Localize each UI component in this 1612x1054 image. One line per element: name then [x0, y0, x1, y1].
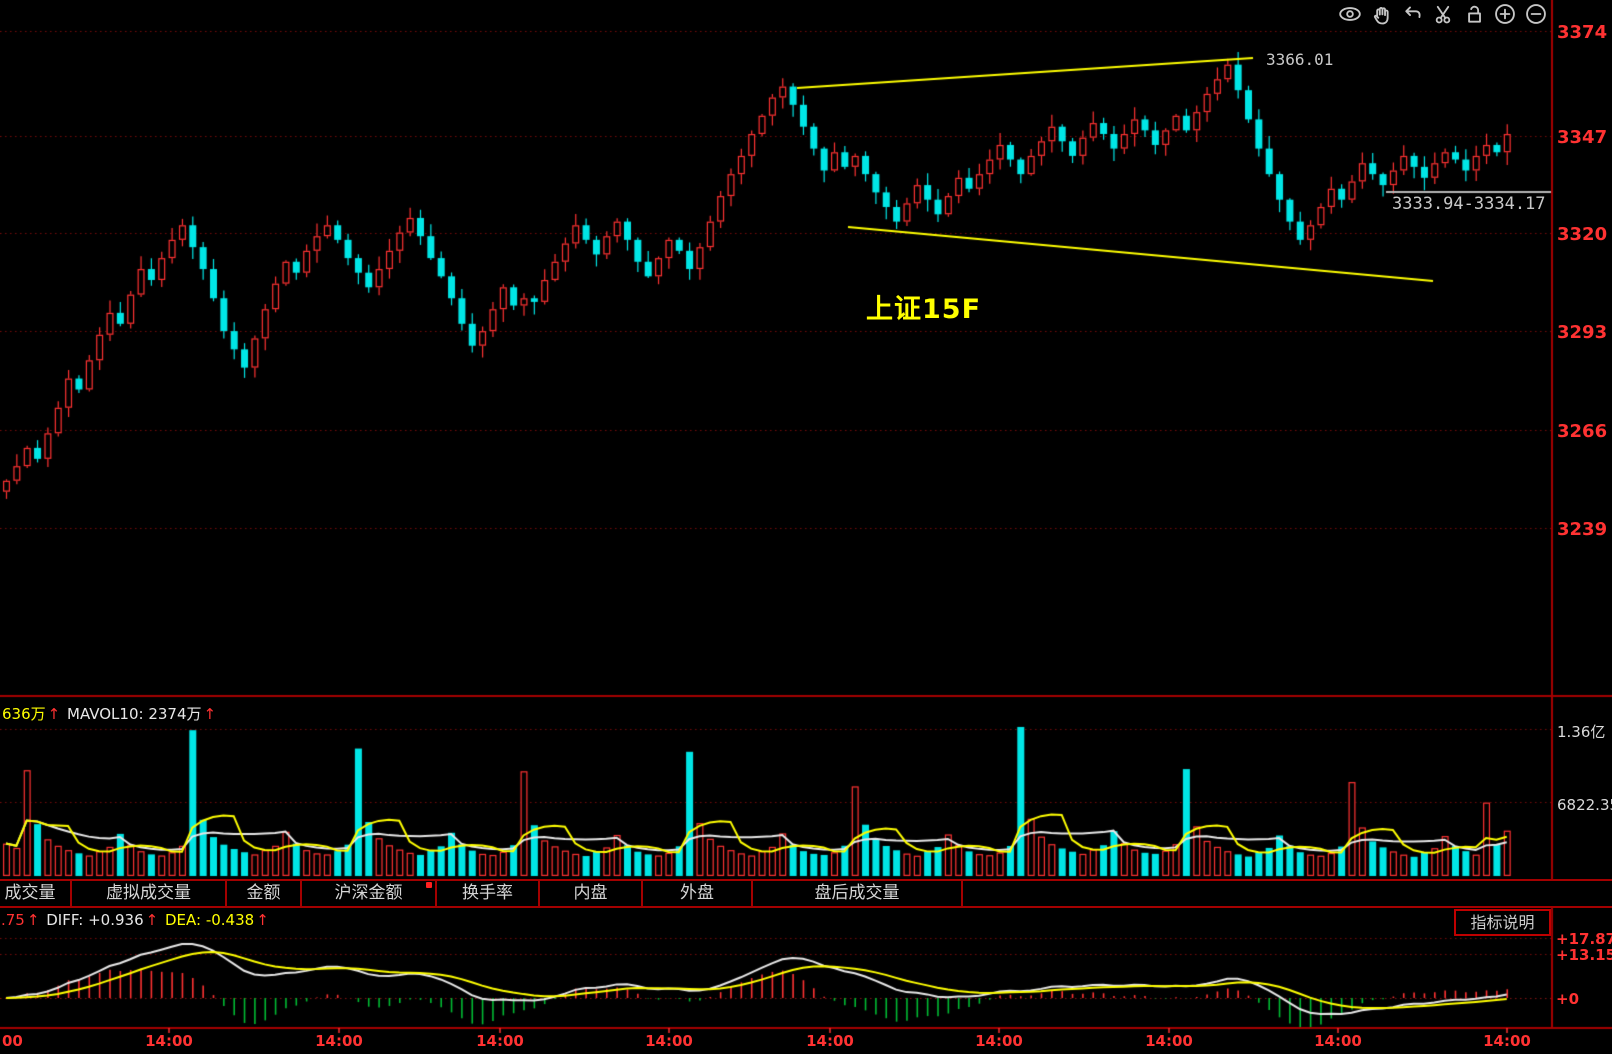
tab-volume[interactable]: 成交量 — [0, 881, 72, 906]
symbol-annotation: 上证15F — [866, 294, 982, 325]
volume-axis-label: 6822.35万 — [1557, 796, 1612, 814]
mavol5-value: 636万 — [2, 705, 46, 723]
cut-icon[interactable] — [1431, 2, 1455, 26]
up-arrow-icon: ↑ — [203, 705, 217, 723]
macd-axis-label: +0 — [1556, 990, 1580, 1008]
indicator-tabs: 成交量 虚拟成交量 金额 沪深金额 换手率 内盘 外盘 盘后成交量 — [0, 879, 1612, 908]
price-axis-label: 3293 — [1557, 322, 1608, 343]
up-arrow-icon: ↑ — [47, 705, 61, 723]
mavol10-value: MAVOL10: 2374万 — [67, 705, 202, 723]
tab-label: 成交量 — [4, 883, 56, 903]
pan-icon[interactable] — [1369, 2, 1393, 26]
macd-axis-label: +13.15 — [1556, 946, 1612, 964]
tab-amount[interactable]: 金额 — [227, 881, 302, 906]
unlock-icon[interactable] — [1462, 2, 1486, 26]
time-axis-label: 00 — [2, 1032, 23, 1050]
tab-label: 虚拟成交量 — [106, 883, 191, 903]
chart-toolbar — [1338, 2, 1548, 26]
time-axis-label: 14:00 — [476, 1032, 524, 1050]
eye-icon[interactable] — [1338, 2, 1362, 26]
tab-label: 外盘 — [680, 883, 714, 903]
tab-sh-sz-amount[interactable]: 沪深金额 — [302, 881, 437, 906]
diff-value: DIFF: +0.936 — [46, 911, 144, 929]
dea-value: DEA: -0.438 — [164, 911, 255, 929]
tab-label: 金额 — [246, 883, 281, 903]
tab-after-hours-volume[interactable]: 盘后成交量 — [753, 881, 963, 906]
up-arrow-icon: ↑ — [145, 911, 159, 929]
price-axis-label: 3239 — [1557, 519, 1608, 540]
up-arrow-icon: ↑ — [256, 911, 269, 929]
time-axis-label: 14:00 — [315, 1032, 363, 1050]
price-axis-label: 3266 — [1557, 421, 1608, 442]
indicator-help-button[interactable]: 指标说明 — [1454, 909, 1551, 936]
time-axis-label: 14:00 — [975, 1032, 1023, 1050]
volume-axis-label: 1.36亿 — [1557, 723, 1606, 741]
tab-inner-disc[interactable]: 内盘 — [540, 881, 643, 906]
peak-price-label: 3366.01 — [1266, 50, 1334, 69]
time-axis-label: 14:00 — [145, 1032, 193, 1050]
undo-icon[interactable] — [1400, 2, 1424, 26]
macd-value: .75 — [1, 911, 25, 929]
tab-label: 内盘 — [573, 883, 608, 903]
tab-label: 换手率 — [462, 883, 513, 903]
time-axis-label: 14:00 — [1314, 1032, 1362, 1050]
time-axis-label: 14:00 — [1145, 1032, 1193, 1050]
time-axis-label: 14:00 — [806, 1032, 854, 1050]
price-axis-label: 3347 — [1557, 127, 1608, 148]
time-axis-label: 14:00 — [645, 1032, 693, 1050]
tab-label: 沪深金额 — [334, 883, 403, 903]
volume-status-line: 636万 ↑ MAVOL10: 2374万 ↑ — [2, 703, 218, 724]
price-axis-label: 3320 — [1557, 224, 1608, 245]
macd-status-line: .75 ↑ DIFF: +0.936 ↑ DEA: -0.438 ↑ — [1, 911, 271, 929]
zoom-in-icon[interactable] — [1493, 2, 1517, 26]
red-dot-badge — [426, 882, 432, 888]
tab-turnover-rate[interactable]: 换手率 — [437, 881, 540, 906]
macd-axis-label: +17.87 — [1556, 930, 1612, 948]
time-axis-label: 14:00 — [1483, 1032, 1531, 1050]
tab-outer-disc[interactable]: 外盘 — [643, 881, 753, 906]
up-arrow-icon: ↑ — [26, 911, 40, 929]
price-axis-label: 3374 — [1557, 22, 1608, 43]
tab-virtual-volume[interactable]: 虚拟成交量 — [72, 881, 227, 906]
zoom-out-icon[interactable] — [1524, 2, 1548, 26]
price-range-label: 3333.94-3334.17 — [1392, 194, 1546, 214]
tab-label: 盘后成交量 — [814, 883, 900, 903]
